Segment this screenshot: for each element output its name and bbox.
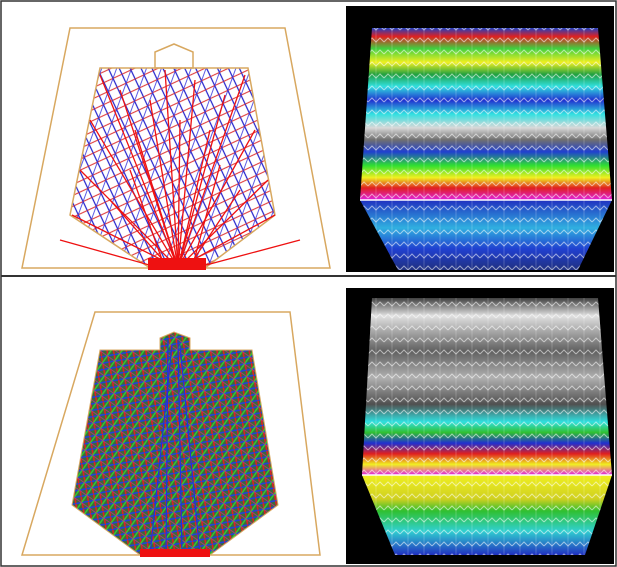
ray-volume	[72, 332, 278, 555]
source	[140, 549, 210, 557]
cube-bottom-texture	[362, 475, 612, 555]
cube-bottom-texture	[360, 200, 612, 270]
cube-texture	[360, 28, 612, 200]
cube-texture	[362, 298, 612, 475]
figure	[0, 0, 617, 567]
field-panel-top	[346, 6, 614, 272]
source	[148, 258, 206, 270]
page: (() => { const data = JSON.parse(documen…	[0, 0, 617, 567]
field-panel-bottom	[346, 288, 614, 564]
